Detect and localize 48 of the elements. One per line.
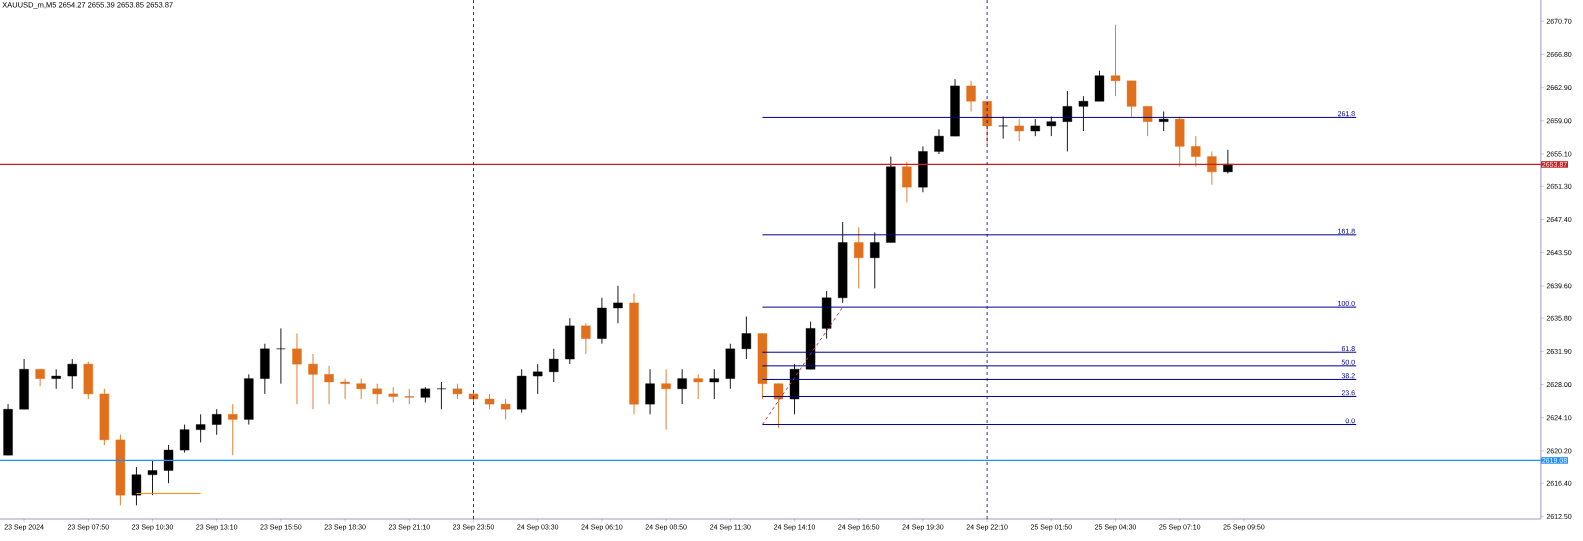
candlestick — [1062, 90, 1073, 152]
candlestick — [645, 368, 655, 415]
candlestick — [549, 348, 559, 383]
candlestick — [773, 383, 784, 429]
candlestick — [677, 368, 687, 405]
candlestick — [163, 444, 174, 484]
candlestick — [709, 368, 719, 400]
candlestick — [372, 383, 382, 405]
candlestick — [228, 403, 238, 456]
candlestick — [292, 333, 302, 405]
candlestick — [324, 365, 334, 405]
candlestick — [966, 80, 976, 112]
candlestick — [693, 373, 703, 400]
candlestick — [436, 381, 447, 410]
candlestick — [131, 466, 142, 506]
candlestick — [340, 378, 350, 400]
candlestick — [308, 353, 318, 410]
candlestick — [1014, 118, 1024, 142]
candlestick — [902, 161, 912, 203]
candlestick — [147, 459, 158, 496]
candlestick — [1191, 135, 1201, 168]
candlestick — [1158, 111, 1169, 132]
candlestick — [1223, 149, 1233, 175]
candlestick — [195, 413, 206, 443]
candlestick — [1142, 105, 1153, 137]
candlestick — [870, 231, 880, 289]
candlestick — [404, 388, 414, 405]
line-series — [761, 306, 844, 426]
candlestick — [276, 327, 286, 385]
candlestick — [934, 128, 944, 155]
candlestick — [854, 226, 864, 289]
candlestick — [533, 363, 543, 395]
candlestick — [179, 424, 190, 454]
candlestick — [1207, 150, 1217, 186]
candlestick — [1110, 24, 1121, 97]
candlestick — [581, 322, 591, 355]
candlestick — [613, 285, 623, 324]
candlestick — [1078, 95, 1089, 132]
candlestick — [500, 398, 511, 420]
candlestick — [1046, 116, 1057, 137]
candlestick — [661, 368, 671, 431]
candlestick — [356, 378, 366, 400]
candlestick — [67, 358, 77, 390]
candlestick — [998, 116, 1008, 140]
candlestick — [51, 368, 61, 390]
candlestick — [741, 316, 752, 360]
candlestick — [212, 408, 222, 436]
candlestick — [35, 368, 45, 387]
